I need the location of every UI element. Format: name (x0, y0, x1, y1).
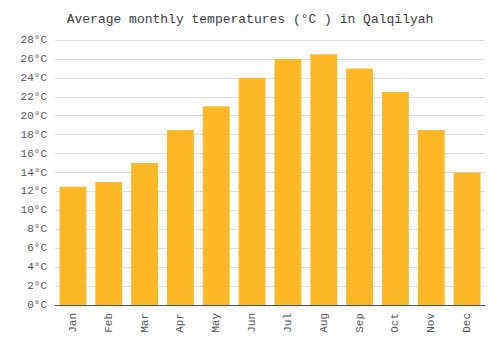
svg-text:24°C: 24°C (21, 72, 48, 84)
svg-text:Sep: Sep (354, 313, 366, 333)
svg-text:22°C: 22°C (21, 91, 48, 103)
svg-text:Jan: Jan (67, 313, 79, 333)
svg-text:Jul: Jul (282, 313, 294, 333)
svg-text:26°C: 26°C (21, 53, 48, 65)
svg-text:16°C: 16°C (21, 148, 48, 160)
svg-text:Feb: Feb (103, 313, 115, 333)
svg-text:Jun: Jun (246, 313, 258, 333)
svg-text:May: May (210, 313, 222, 333)
svg-text:Nov: Nov (425, 313, 437, 333)
svg-text:0°C: 0°C (27, 299, 47, 311)
svg-text:18°C: 18°C (21, 129, 48, 141)
svg-text:Dec: Dec (461, 313, 473, 333)
svg-text:2°C: 2°C (27, 280, 47, 292)
svg-text:12°C: 12°C (21, 185, 48, 197)
svg-text:Average monthly temperatures (: Average monthly temperatures (°C ) in Qa… (67, 12, 434, 27)
svg-text:Apr: Apr (174, 313, 186, 333)
svg-text:Mar: Mar (139, 313, 151, 333)
svg-text:Oct: Oct (389, 313, 401, 333)
svg-text:10°C: 10°C (21, 204, 48, 216)
svg-text:6°C: 6°C (27, 242, 47, 254)
svg-text:8°C: 8°C (27, 223, 47, 235)
svg-text:14°C: 14°C (21, 167, 48, 179)
svg-text:28°C: 28°C (21, 34, 48, 46)
svg-text:4°C: 4°C (27, 261, 47, 273)
svg-text:20°C: 20°C (21, 110, 48, 122)
svg-text:Aug: Aug (318, 313, 330, 333)
